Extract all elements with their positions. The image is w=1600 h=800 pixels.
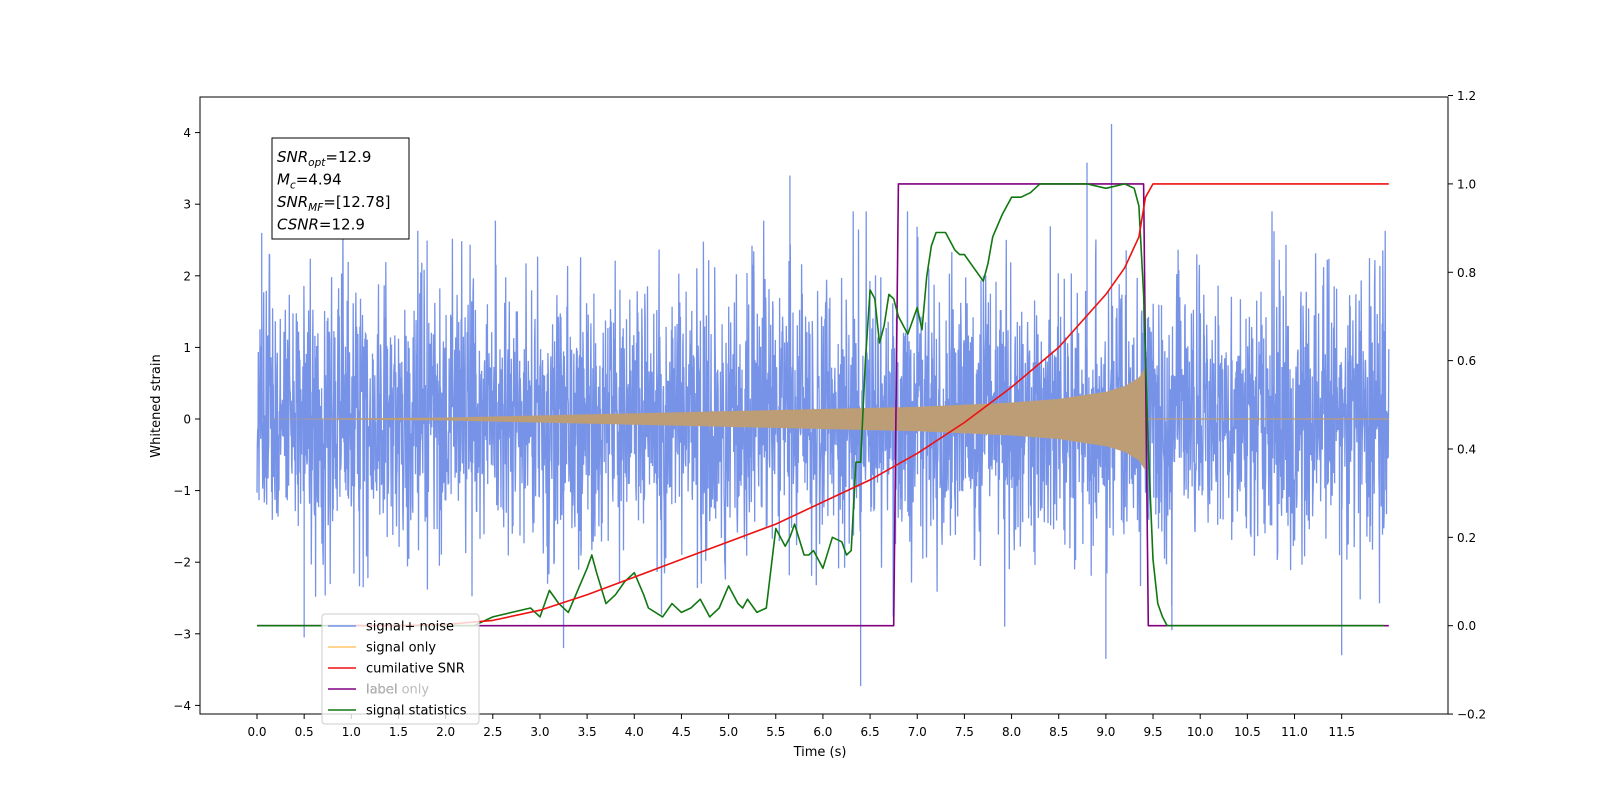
y-tick-label: 0: [183, 413, 191, 427]
y2-tick-label: −0.2: [1457, 708, 1486, 722]
x-tick-label: 4.5: [672, 725, 691, 739]
y2-tick-label: 1.0: [1457, 177, 1476, 191]
x-tick-label: 6.5: [861, 725, 880, 739]
legend-label: signal+ noise: [366, 620, 454, 635]
x-tick-label: 4.0: [625, 725, 644, 739]
y-tick-label: 3: [183, 198, 191, 212]
x-tick-label: 0.0: [247, 725, 266, 739]
y-axis-right: 1.2 1.0 0.8 0.6 0.4 0.2 0.0 −0.2: [1448, 89, 1486, 722]
series-line-signal-noise: [256, 211, 1390, 627]
legend-label: signal only: [366, 641, 436, 656]
annotation-line: Mc=4.94: [277, 171, 342, 192]
legend-label: label only: [366, 683, 429, 698]
x-tick-label: 6.0: [813, 725, 832, 739]
annotation-line: CSNR=12.9: [277, 216, 365, 234]
x-tick-label: 10.0: [1187, 725, 1214, 739]
y-tick-label: 2: [183, 269, 191, 283]
legend: signal+ noise signal only cumilative SNR la…: [321, 613, 480, 725]
x-tick-label: 1.5: [389, 725, 408, 739]
x-tick-label: 3.0: [530, 725, 549, 739]
series-fill-signal-only: [257, 367, 1146, 471]
y-tick-label: −2: [173, 556, 191, 570]
x-tick-label: 10.5: [1234, 725, 1261, 739]
y-tick-label: 4: [183, 126, 191, 140]
y2-tick-label: 0.2: [1457, 531, 1476, 545]
y2-tick-label: 1.2: [1457, 89, 1476, 103]
x-tick-label: 7.5: [955, 725, 974, 739]
y-axis-label: Whitened strain: [149, 354, 164, 457]
x-tick-label: 8.0: [1002, 725, 1021, 739]
y2-tick-label: 0.4: [1457, 442, 1476, 456]
x-tick-label: 0.5: [295, 725, 314, 739]
x-tick-label: 1.0: [342, 725, 361, 739]
x-tick-label: 9.5: [1143, 725, 1162, 739]
x-tick-label: 5.0: [719, 725, 738, 739]
y2-tick-label: 0.8: [1457, 266, 1476, 280]
x-tick-label: 5.5: [766, 725, 785, 739]
y2-tick-label: 0.0: [1457, 619, 1476, 633]
x-tick-label: 7.0: [908, 725, 927, 739]
plot-frame: [199, 96, 1449, 715]
x-tick-label: 2.0: [436, 725, 455, 739]
legend-label: signal statistics: [366, 704, 467, 719]
series-line-cumulative-snr: [351, 183, 1389, 627]
annotation-line: SNRopt=12.9: [277, 148, 371, 169]
y-tick-label: 1: [183, 341, 191, 355]
legend-frame: [321, 613, 480, 725]
y-tick-label: −1: [173, 484, 191, 498]
plot-series-layer: [256, 124, 1390, 687]
x-tick-label: 3.5: [578, 725, 597, 739]
x-tick-label: 2.5: [483, 725, 502, 739]
y-axis-left: 4 3 2 1 0 −1 −2 −3 −4: [173, 126, 200, 713]
y-tick-label: −3: [173, 627, 191, 641]
x-axis-label: Time (s): [793, 745, 847, 760]
series-line-signal-statistics: [257, 183, 1385, 627]
annotation-frame: [271, 137, 410, 240]
y2-tick-label: 0.6: [1457, 354, 1476, 368]
x-tick-label: 9.0: [1096, 725, 1115, 739]
legend-label: label: [366, 683, 397, 698]
x-tick-label: 8.5: [1049, 725, 1068, 739]
legend-label: cumilative SNR: [366, 662, 465, 677]
x-tick-label: 11.5: [1328, 725, 1355, 739]
x-tick-label: 11.0: [1281, 725, 1308, 739]
annotation-line: SNRMF=[12.78]: [277, 193, 391, 214]
y-tick-label: −4: [173, 699, 191, 713]
